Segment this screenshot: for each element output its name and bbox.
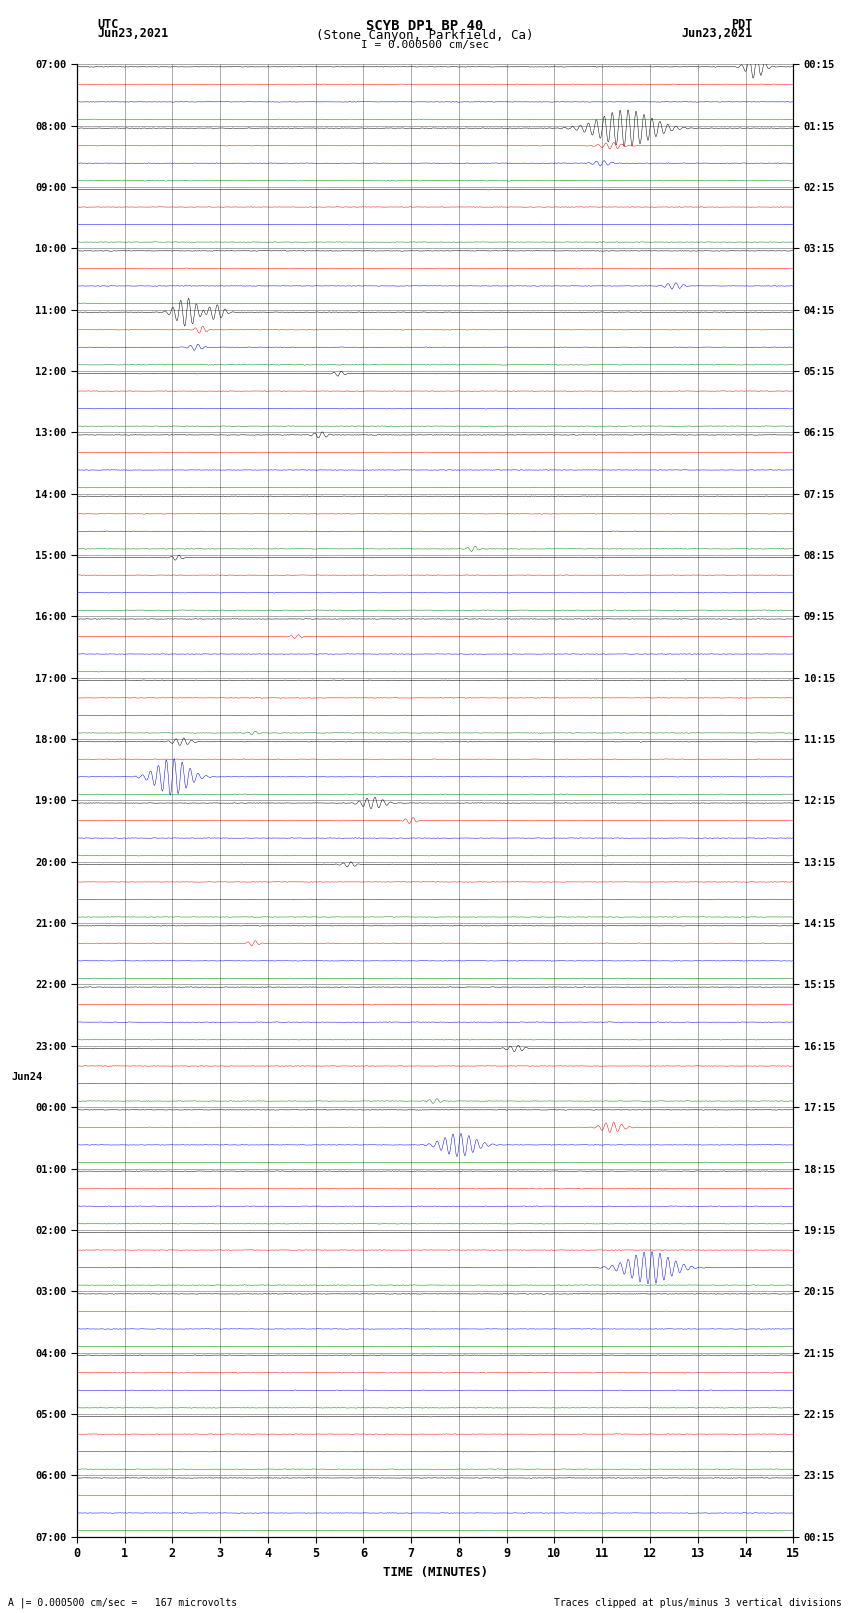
X-axis label: TIME (MINUTES): TIME (MINUTES) [382,1566,488,1579]
Text: I = 0.000500 cm/sec: I = 0.000500 cm/sec [361,39,489,50]
Text: (Stone Canyon, Parkfield, Ca): (Stone Canyon, Parkfield, Ca) [316,29,534,42]
Text: Jun23,2021: Jun23,2021 [681,27,752,40]
Text: Jun23,2021: Jun23,2021 [98,27,169,40]
Text: UTC: UTC [98,18,119,31]
Text: PDT: PDT [731,18,752,31]
Text: A |= 0.000500 cm/sec =   167 microvolts: A |= 0.000500 cm/sec = 167 microvolts [8,1597,238,1608]
Text: SCYB DP1 BP 40: SCYB DP1 BP 40 [366,19,484,34]
Text: Jun24: Jun24 [11,1071,42,1081]
Text: Traces clipped at plus/minus 3 vertical divisions: Traces clipped at plus/minus 3 vertical … [553,1598,842,1608]
